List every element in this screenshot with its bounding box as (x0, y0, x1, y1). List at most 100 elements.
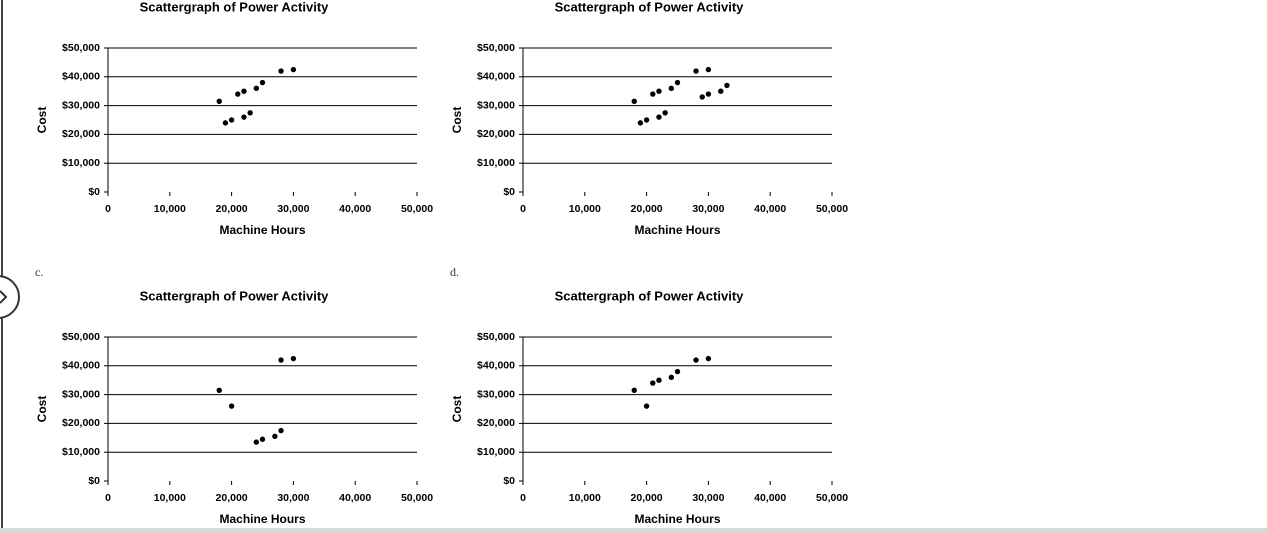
x-tick-label: 20,000 (631, 492, 663, 504)
point (241, 114, 247, 120)
point (216, 98, 222, 104)
y-tick-label: $20,000 (477, 417, 515, 429)
y-tick-label: $50,000 (62, 42, 100, 54)
point (662, 110, 668, 116)
point (290, 355, 297, 362)
x-tick-label: 10,000 (154, 492, 186, 504)
point (674, 79, 681, 86)
y-tick-label: $20,000 (62, 128, 100, 140)
point (705, 91, 712, 97)
x-tick-label: 50,000 (816, 203, 848, 215)
x-tick-label: 0 (105, 203, 111, 215)
y-tick-label: $40,000 (477, 71, 515, 83)
y-tick-label: $20,000 (62, 417, 100, 429)
option-label: c. (35, 265, 43, 279)
point (241, 88, 247, 94)
point (650, 380, 656, 386)
x-axis-label: Machine Hours (219, 512, 305, 526)
point (656, 88, 662, 94)
point (693, 357, 699, 363)
x-tick-label: 50,000 (816, 492, 848, 504)
chart-title: Scattergraph of Power Activity (555, 0, 745, 14)
point (699, 94, 705, 100)
point (705, 355, 712, 362)
x-tick-label: 0 (520, 203, 526, 215)
y-tick-label: $20,000 (477, 128, 515, 140)
point (259, 436, 266, 442)
x-axis-label: Machine Hours (219, 223, 305, 237)
y-tick-label: $0 (88, 186, 100, 198)
point (259, 79, 266, 86)
x-tick-label: 50,000 (401, 203, 433, 215)
point (643, 117, 650, 123)
x-tick-label: 40,000 (754, 492, 786, 504)
x-tick-label: 0 (520, 492, 526, 504)
point (290, 66, 297, 73)
x-tick-label: 40,000 (339, 492, 371, 504)
y-axis-label: Cost (450, 107, 464, 134)
point (228, 403, 235, 409)
y-tick-label: $40,000 (477, 360, 515, 372)
x-tick-label: 30,000 (692, 203, 724, 215)
point (718, 88, 724, 94)
x-tick-label: 20,000 (631, 203, 663, 215)
y-tick-label: $10,000 (62, 157, 100, 169)
y-tick-label: $30,000 (477, 99, 515, 111)
x-tick-label: 0 (105, 492, 111, 504)
x-tick-label: 30,000 (277, 203, 309, 215)
y-tick-label: $10,000 (477, 446, 515, 458)
point (278, 357, 284, 363)
y-tick-label: $30,000 (62, 388, 100, 400)
x-tick-label: 40,000 (754, 203, 786, 215)
bottom-bar (0, 528, 1267, 533)
x-tick-label: 30,000 (692, 492, 724, 504)
chart-title: Scattergraph of Power Activity (140, 288, 330, 303)
point (228, 117, 235, 123)
y-tick-label: $30,000 (477, 388, 515, 400)
y-tick-label: $40,000 (62, 71, 100, 83)
point (656, 377, 662, 383)
point (668, 374, 675, 381)
x-axis-label: Machine Hours (634, 223, 720, 237)
chart-title: Scattergraph of Power Activity (140, 0, 330, 14)
point (637, 120, 644, 126)
x-tick-label: 10,000 (569, 203, 601, 215)
arrow-icon (0, 290, 8, 304)
option-label: d. (450, 265, 459, 279)
point (631, 98, 637, 104)
point (643, 403, 650, 409)
point (253, 439, 260, 445)
y-tick-label: $50,000 (477, 331, 515, 343)
y-axis-label: Cost (35, 107, 49, 134)
x-tick-label: 10,000 (154, 203, 186, 215)
x-tick-label: 20,000 (216, 492, 248, 504)
chart-title: Scattergraph of Power Activity (555, 288, 745, 303)
point (278, 68, 284, 74)
y-axis-label: Cost (450, 396, 464, 423)
y-tick-label: $40,000 (62, 360, 100, 372)
point (724, 82, 730, 89)
y-tick-label: $10,000 (62, 446, 100, 458)
point (272, 433, 278, 440)
collapse-button[interactable] (0, 275, 20, 319)
point (650, 91, 656, 97)
point (668, 85, 675, 92)
x-tick-label: 10,000 (569, 492, 601, 504)
y-tick-label: $50,000 (62, 331, 100, 343)
point (656, 114, 662, 120)
point (631, 387, 637, 393)
y-tick-label: $10,000 (477, 157, 515, 169)
y-tick-label: $0 (503, 475, 515, 487)
point (247, 110, 253, 116)
point (235, 91, 241, 97)
y-tick-label: $30,000 (62, 99, 100, 111)
point (693, 68, 699, 74)
point (705, 66, 712, 73)
point (253, 85, 260, 92)
x-tick-label: 50,000 (401, 492, 433, 504)
x-tick-label: 40,000 (339, 203, 371, 215)
x-tick-label: 20,000 (216, 203, 248, 215)
x-axis-label: Machine Hours (634, 512, 720, 526)
y-tick-label: $0 (503, 186, 515, 198)
